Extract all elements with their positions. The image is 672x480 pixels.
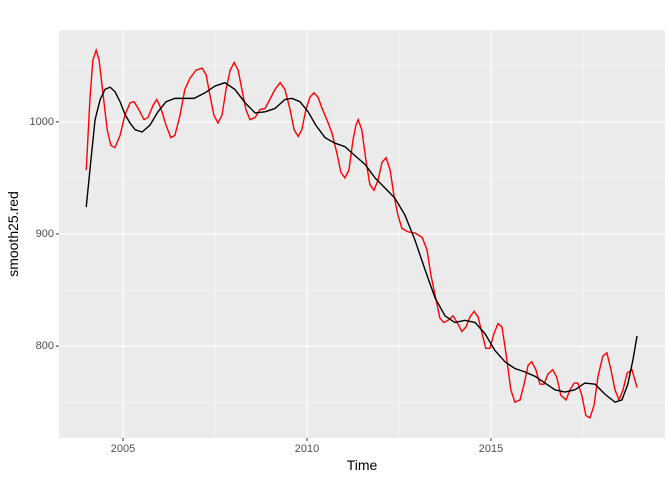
y-axis-title: smooth25.red	[5, 191, 21, 277]
y-tick-label: 1000	[30, 116, 54, 128]
x-tick-label: 2010	[295, 443, 319, 455]
x-axis-title: Time	[347, 457, 378, 473]
y-tick-label: 900	[36, 228, 54, 240]
data-line	[85, 81, 638, 403]
data-line	[85, 47, 638, 419]
x-tick-label: 2015	[479, 443, 503, 455]
x-tick-label: 2005	[111, 443, 135, 455]
y-tick-label: 800	[36, 340, 54, 352]
